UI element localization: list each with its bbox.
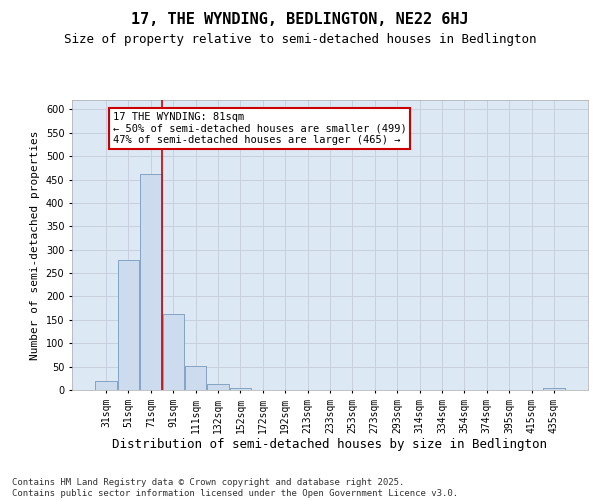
Bar [185,366,206,390]
Bar [95,380,117,390]
Bar [208,384,229,390]
Bar [140,174,161,390]
Bar [163,314,184,390]
Y-axis label: Number of semi-detached properties: Number of semi-detached properties [30,130,40,360]
Text: Contains HM Land Registry data © Crown copyright and database right 2025.
Contai: Contains HM Land Registry data © Crown c… [12,478,458,498]
X-axis label: Distribution of semi-detached houses by size in Bedlington: Distribution of semi-detached houses by … [113,438,548,452]
Text: 17, THE WYNDING, BEDLINGTON, NE22 6HJ: 17, THE WYNDING, BEDLINGTON, NE22 6HJ [131,12,469,28]
Bar [230,388,251,390]
Text: 17 THE WYNDING: 81sqm
← 50% of semi-detached houses are smaller (499)
47% of sem: 17 THE WYNDING: 81sqm ← 50% of semi-deta… [113,112,407,145]
Bar [543,388,565,390]
Text: Size of property relative to semi-detached houses in Bedlington: Size of property relative to semi-detach… [64,32,536,46]
Bar [118,260,139,390]
